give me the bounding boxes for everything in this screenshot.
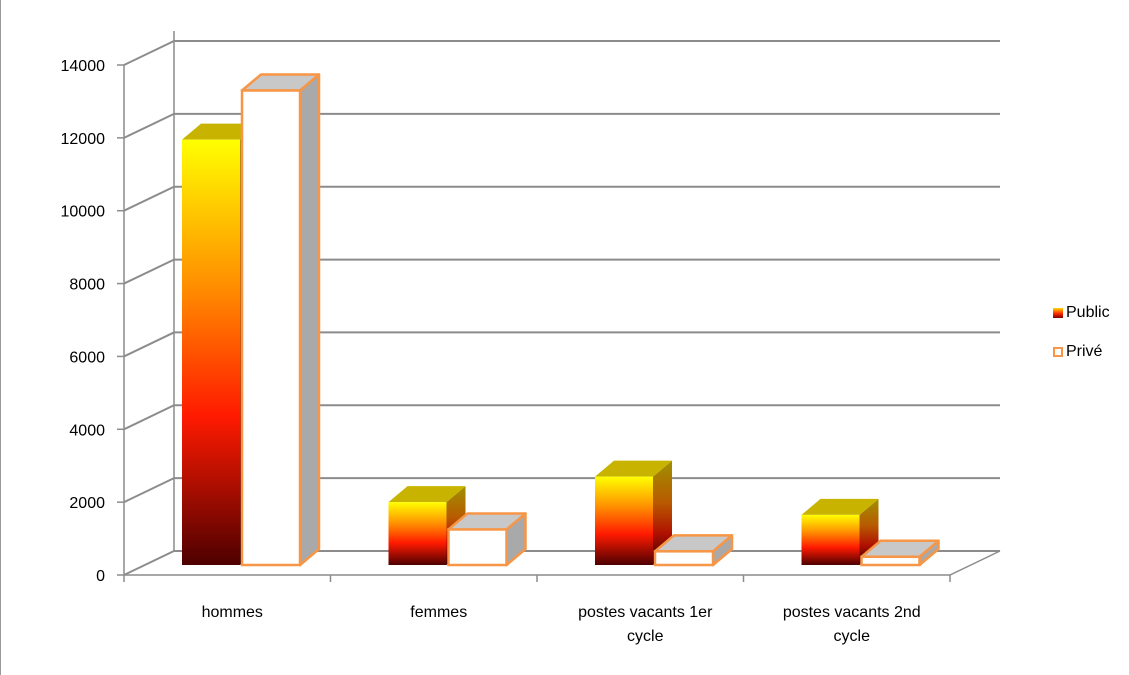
bar-prive [240, 73, 321, 567]
bar-prive [653, 534, 734, 567]
bar-prive [860, 539, 940, 567]
y-tick-label: 4000 [69, 422, 105, 439]
y-tick-label: 2000 [69, 495, 105, 512]
bar-side [298, 73, 321, 567]
legend-swatch-prive [1053, 347, 1063, 357]
category-labels: hommes femmes postes vacants 1er cycle poste… [202, 604, 921, 645]
bars-layer [182, 73, 940, 567]
y-tick-label: 14000 [61, 58, 106, 75]
bar-front [860, 555, 921, 567]
category-label: postes vacants 2nd [783, 604, 921, 621]
legend-label-prive: Privé [1066, 343, 1103, 360]
bar-prive [447, 512, 527, 567]
legend-swatch-public [1053, 308, 1063, 318]
y-tick-label: 12000 [61, 131, 106, 148]
y-tick-labels: 0 2000 4000 6000 8000 10000 12000 14000 [61, 58, 106, 585]
legend: Public Privé [1053, 300, 1129, 378]
legend-item-public: Public [1053, 300, 1129, 326]
y-tick-label: 6000 [69, 349, 105, 366]
bar-top [801, 498, 879, 515]
bar-front [388, 502, 447, 565]
bar-side [653, 460, 672, 565]
bar-front [447, 528, 508, 567]
y-tick-label: 8000 [69, 277, 105, 294]
bar-front [182, 139, 240, 565]
chart-frame-border [0, 0, 1, 675]
bar-top [182, 123, 259, 140]
bar-front [595, 476, 653, 565]
category-label: cycle [627, 628, 664, 645]
bar-top [595, 460, 672, 477]
legend-item-prive: Privé [1053, 339, 1129, 365]
category-label: femmes [410, 604, 467, 621]
category-label: postes vacants 1er [578, 604, 713, 621]
bar-public [595, 460, 672, 565]
bar-front [653, 550, 715, 567]
gridline [123, 40, 1000, 66]
legend-label-public: Public [1066, 304, 1110, 321]
y-tick-label: 0 [96, 568, 105, 585]
bar-top [388, 486, 466, 503]
bar-front [240, 89, 302, 567]
bar-front [801, 514, 860, 565]
y-tick-label: 10000 [61, 204, 106, 221]
category-label: hommes [202, 604, 263, 621]
axis-layer [117, 31, 1001, 582]
category-label: cycle [834, 628, 871, 645]
